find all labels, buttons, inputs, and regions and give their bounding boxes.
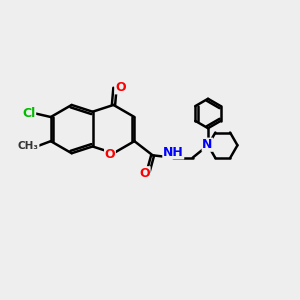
Text: N: N: [202, 138, 213, 151]
Text: NH: NH: [163, 146, 184, 159]
Text: O: O: [140, 167, 150, 180]
Text: O: O: [115, 81, 126, 94]
Text: CH₃: CH₃: [18, 142, 39, 152]
Text: O: O: [105, 148, 115, 161]
Text: Cl: Cl: [22, 107, 36, 120]
